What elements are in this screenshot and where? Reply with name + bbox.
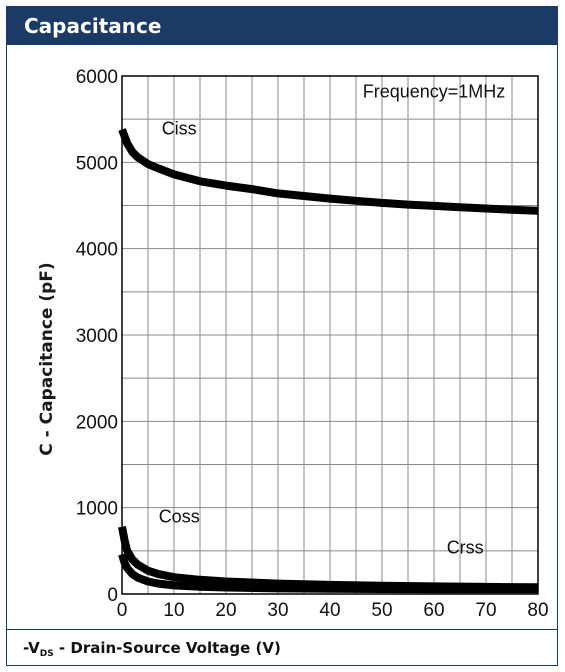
x-tick-label: 60: [423, 600, 444, 621]
plot-border: [121, 75, 539, 595]
y-tick-label: 2000: [76, 412, 118, 433]
y-tick-label: 0: [107, 585, 118, 606]
x-tick-label: 30: [267, 600, 288, 621]
y-tick-label: 4000: [76, 240, 118, 261]
x-tick-label: 80: [527, 600, 548, 621]
y-tick-label: 6000: [76, 67, 118, 88]
x-tick-label: 20: [215, 600, 236, 621]
x-label-subscript: DS: [39, 649, 54, 659]
chart-title: Capacitance: [7, 7, 557, 45]
y-tick-label: 1000: [76, 499, 118, 520]
annotation-ciss: Ciss: [162, 119, 197, 139]
x-tick-label: 40: [319, 600, 340, 621]
x-label-suffix: - Drain-Source Voltage (V): [53, 639, 281, 657]
series-line-ciss: [118, 128, 539, 215]
annotation-crss: Crss: [447, 537, 484, 557]
annotation-coss: Coss: [159, 506, 200, 526]
x-tick-label: 0: [117, 600, 128, 621]
chart-panel: Capacitance C - Capacitance (pF) -VDS - …: [6, 6, 558, 666]
y-tick-label: 3000: [76, 326, 118, 347]
x-tick-label: 50: [371, 600, 392, 621]
y-tick-label: 5000: [76, 153, 118, 174]
x-axis-label: -VDS - Drain-Source Voltage (V): [7, 629, 557, 665]
x-tick-label: 70: [475, 600, 496, 621]
x-label-prefix: -V: [23, 639, 40, 657]
x-tick-label: 10: [163, 600, 184, 621]
annotation-frequency-1mhz: Frequency=1MHz: [363, 82, 506, 102]
series-line-crss: [118, 553, 538, 594]
